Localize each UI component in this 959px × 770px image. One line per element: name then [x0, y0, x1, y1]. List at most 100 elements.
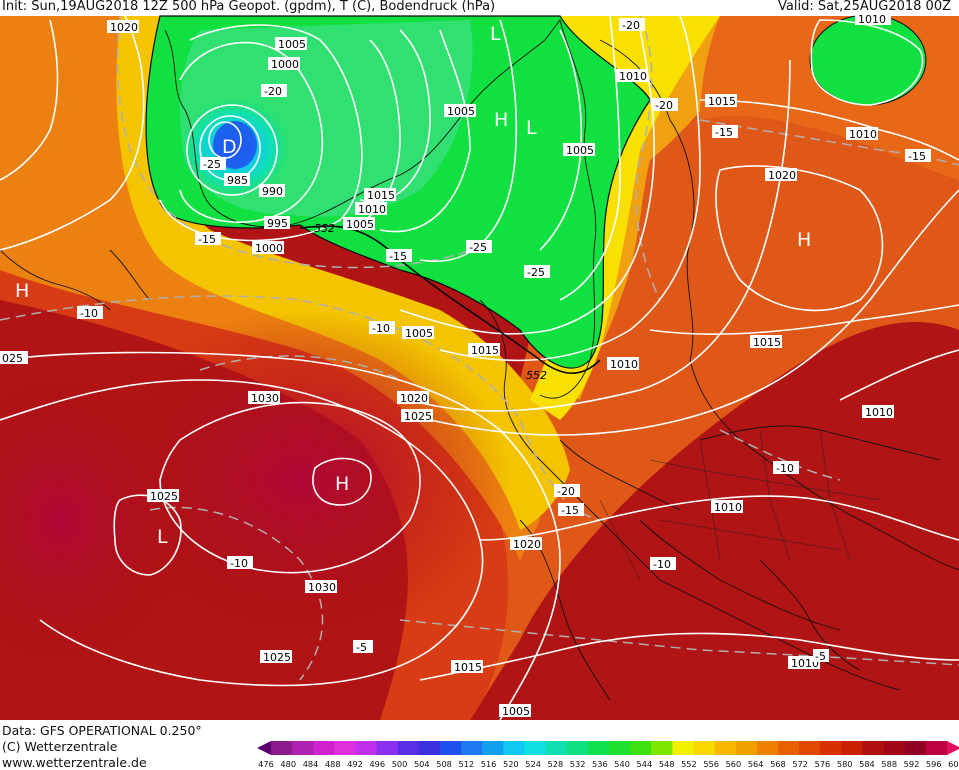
scale-tick-label: 544	[636, 759, 653, 769]
isobar-label: 1025	[263, 651, 291, 664]
isobar-label: 1005	[405, 327, 433, 340]
gpdm-label: 552	[526, 369, 547, 382]
isobar-label: 1000	[255, 242, 283, 255]
isobar-label: 1005	[346, 218, 374, 231]
scale-swatch	[376, 741, 399, 755]
isobar-label: 1020	[110, 21, 138, 34]
high-center: H	[797, 229, 811, 251]
scale-swatch	[841, 741, 864, 755]
footer-copyright: (C) Wetterzentrale	[2, 739, 118, 754]
scale-swatch	[820, 741, 842, 755]
isobar-label: 1020	[400, 392, 428, 405]
isobar-label: 1005	[502, 705, 530, 718]
scale-tick-label: 508	[436, 759, 452, 769]
scale-swatch	[778, 741, 800, 755]
scale-tick-label: 488	[324, 759, 341, 769]
isobar-label: 1030	[308, 581, 336, 594]
scale-tick-label: 548	[658, 759, 675, 769]
weather-map: 1020 1005 1000 1010 1015 1005 1010 1005 …	[0, 13, 959, 720]
scale-arrow-right	[947, 741, 959, 755]
isobar-label: 1020	[768, 169, 796, 182]
isobar-label: 025	[2, 352, 23, 365]
isobar-label: 1025	[150, 490, 178, 503]
low-center: L	[490, 23, 501, 45]
scale-tick-label: 576	[814, 759, 831, 769]
field-high-core-2	[0, 360, 200, 680]
scale-swatch	[524, 741, 547, 755]
scale-tick-label: 516	[480, 759, 497, 769]
temp-label: -15	[389, 250, 407, 263]
scale-swatch	[925, 741, 948, 755]
temp-label: -15	[561, 504, 579, 517]
isobar-label: 1010	[619, 70, 647, 83]
scale-tick-label: 572	[792, 759, 809, 769]
isobar-label: 1020	[513, 538, 541, 551]
scale-tick-label: 600	[948, 759, 959, 769]
scale-swatch	[904, 741, 927, 755]
low-center: L	[526, 117, 537, 139]
temp-label: -10	[372, 322, 390, 335]
scale-arrow-left	[257, 741, 271, 755]
scale-swatch	[756, 741, 779, 755]
scale-tick-label: 512	[458, 759, 475, 769]
scale-tick-label: 584	[859, 759, 875, 769]
isobar-label: 1010	[714, 501, 742, 514]
scale-swatch	[862, 741, 885, 755]
scale-swatch	[587, 741, 610, 755]
scale-tick-label: 580	[836, 759, 853, 769]
scale-tick-label: 520	[503, 759, 519, 769]
temp-label: -10	[653, 558, 671, 571]
scale-swatch	[334, 741, 357, 755]
scale-swatch	[799, 741, 821, 755]
scale-swatch	[566, 741, 589, 755]
color-scale-bar	[257, 741, 959, 755]
map-header-left: Init: Sun,19AUG2018 12Z 500 hPa Geopot. …	[2, 0, 496, 14]
scale-tick-label: 484	[302, 759, 319, 769]
isobar-label: 1015	[471, 344, 499, 357]
scale-swatch	[418, 741, 441, 755]
field-green-northeast	[809, 14, 927, 106]
temp-label: -5	[356, 641, 367, 654]
isobar-label: 1010	[791, 657, 819, 670]
scale-tick-label: 476	[258, 759, 274, 769]
isobar-label: 1025	[404, 410, 432, 423]
gpdm-label: 552	[314, 222, 335, 235]
isobar-label: 985	[227, 174, 248, 187]
scale-tick-label: 528	[547, 759, 564, 769]
scale-tick-label: 504	[413, 759, 430, 769]
temp-label: -20	[655, 99, 673, 112]
isobar-label: 1000	[271, 58, 299, 71]
isobar-label: 1005	[447, 105, 475, 118]
scale-tick-label: 564	[747, 759, 764, 769]
temp-label: -20	[557, 485, 575, 498]
scale-swatch	[883, 741, 906, 755]
isobar-label: 1005	[278, 38, 306, 51]
scale-swatch	[440, 741, 462, 755]
scale-tick-label: 552	[681, 759, 697, 769]
scale-tick-label: 560	[725, 759, 742, 769]
scale-tick-label: 556	[703, 759, 719, 769]
high-center: H	[494, 109, 508, 131]
low-center: L	[157, 526, 168, 548]
isobar-labels: 1020 1005 1000 1010 1015 1005 1010 1005 …	[0, 13, 894, 718]
isobar-label: 1010	[610, 358, 638, 371]
temp-label: -25	[469, 241, 487, 254]
isobar-label: 1015	[367, 189, 395, 202]
temp-label: -20	[264, 85, 282, 98]
scale-tick-label: 536	[592, 759, 608, 769]
isobar-label: 1015	[753, 336, 781, 349]
temp-label: -10	[776, 462, 794, 475]
temp-label: -15	[908, 150, 926, 163]
scale-swatch	[397, 741, 420, 755]
scale-swatch	[672, 741, 695, 755]
scale-swatch	[313, 741, 335, 755]
scale-tick-label: 480	[280, 759, 297, 769]
scale-swatch	[292, 741, 314, 755]
scale-tick-label: 568	[770, 759, 786, 769]
isobar-label: 1010	[865, 406, 893, 419]
scale-swatch	[714, 741, 737, 755]
isobar-label: 990	[262, 185, 283, 198]
gpdm-labels: 552 552	[314, 222, 547, 382]
footer-data-source: Data: GFS OPERATIONAL 0.250°	[2, 723, 202, 738]
isobar-label: 1015	[454, 661, 482, 674]
